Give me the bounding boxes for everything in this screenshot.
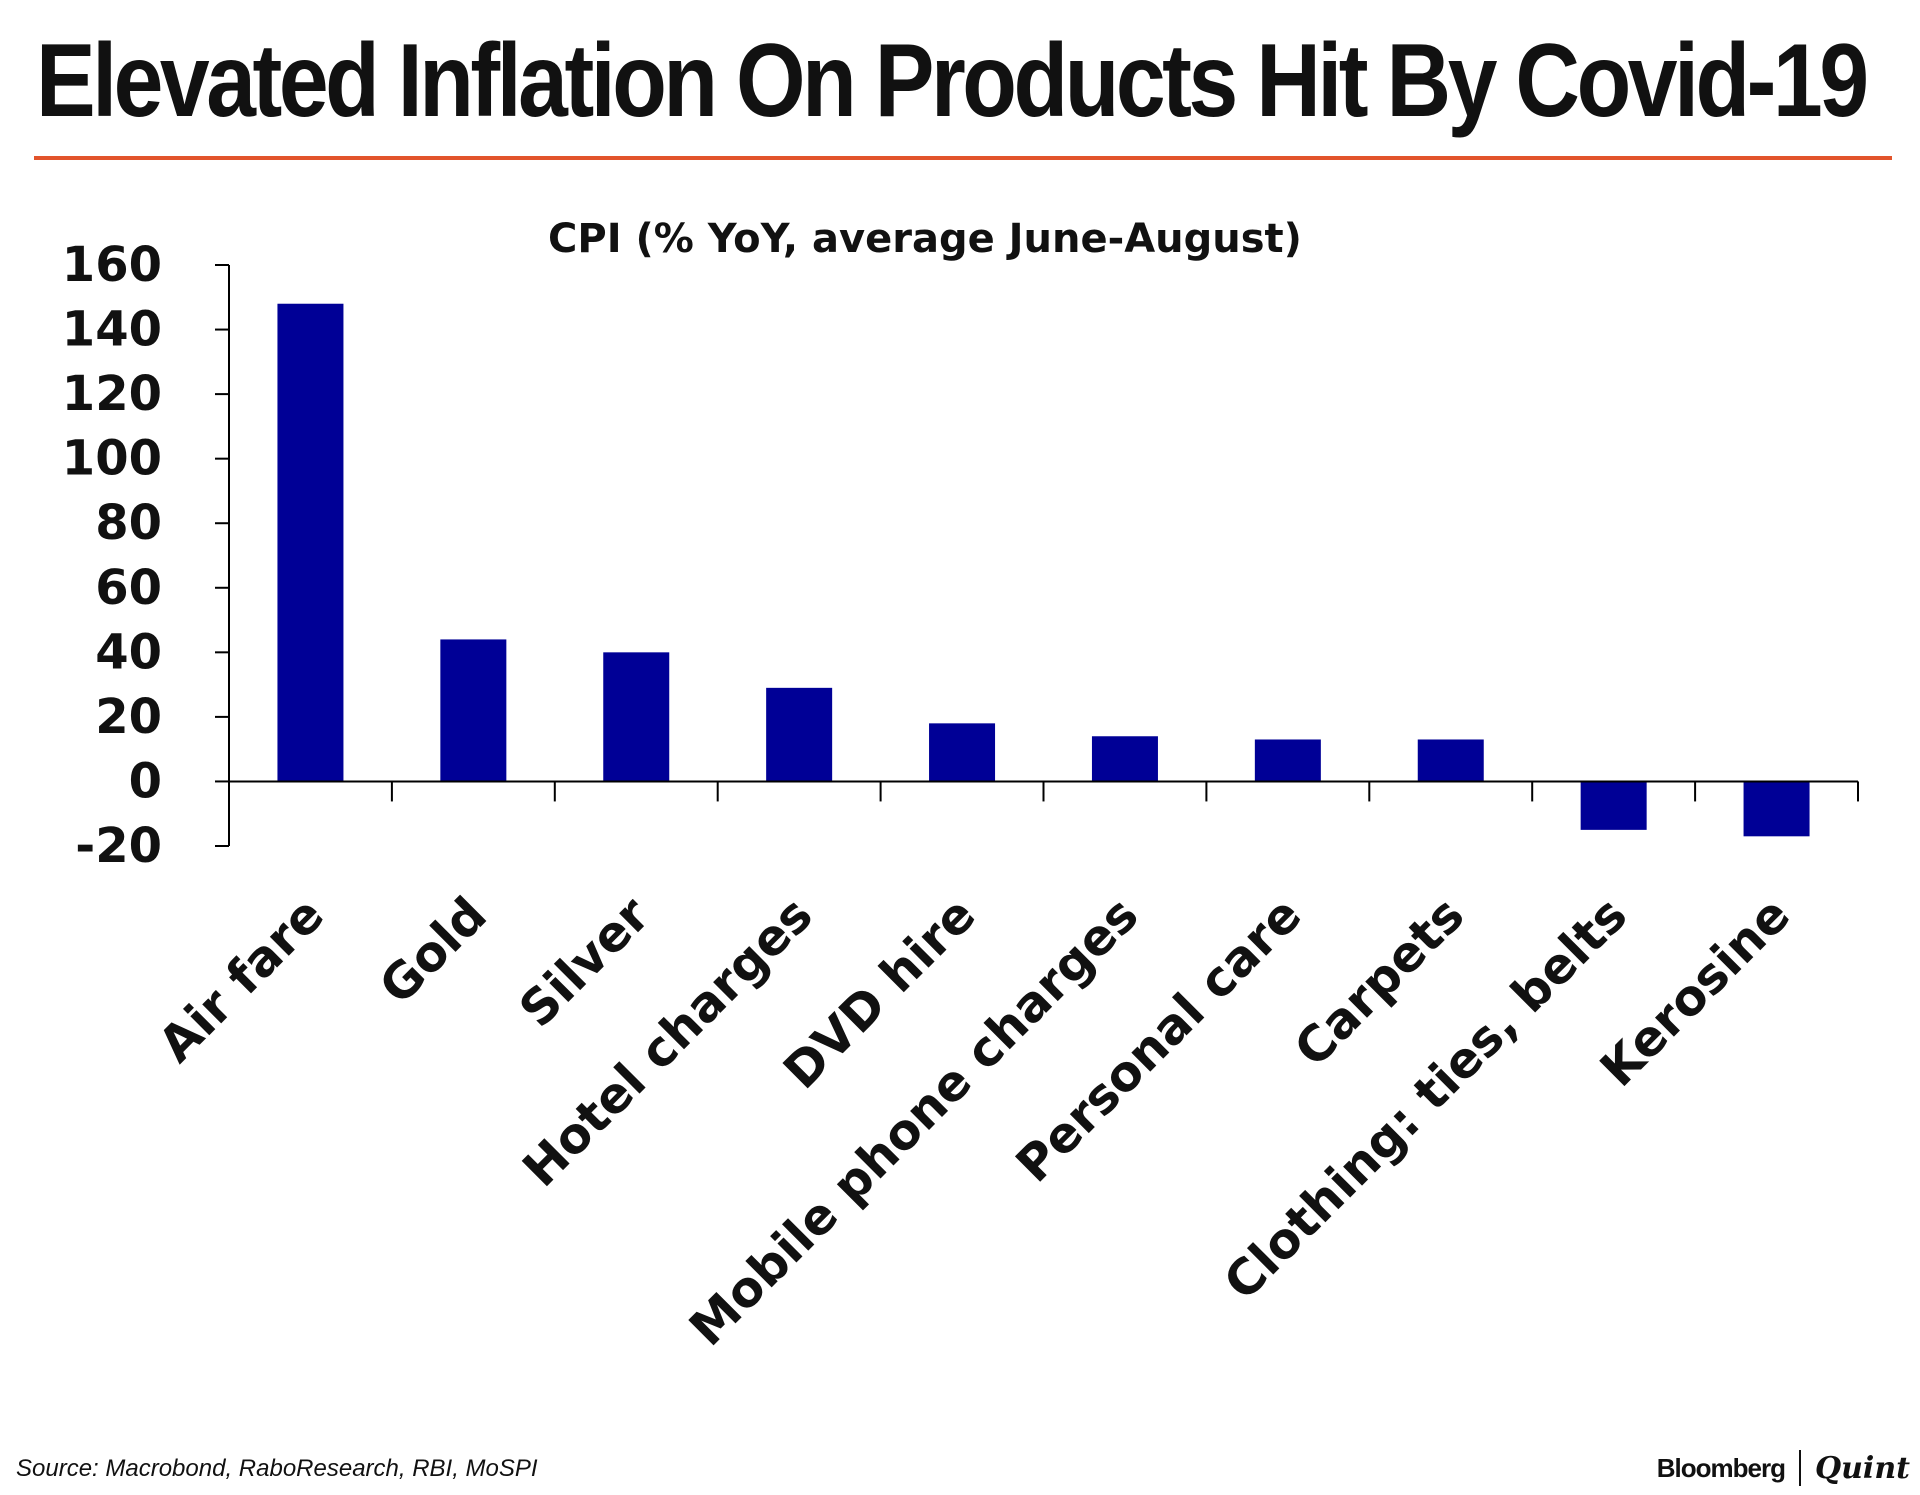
y-tick-label-9: -20 [75,818,162,874]
source-note: Source: Macrobond, RaboResearch, RBI, Mo… [16,1455,538,1482]
brand-quint: Quint [1814,1450,1910,1486]
bar-7 [1417,739,1484,782]
y-tick-label-1: 140 [62,302,162,358]
chart-title: CPI (% YoY, average June-August) [548,216,1302,262]
bar-9 [1743,781,1810,837]
brand-bloomberg: Bloomberg [1656,1452,1786,1483]
bar-0 [277,303,344,782]
x-category-label-1: Gold [369,886,498,1015]
y-tick-label-4: 80 [95,495,162,551]
brand-logo: Bloomberg Quint [1657,1450,1910,1486]
y-tick-label-0: 160 [62,237,162,293]
bar-chart: CPI (% YoY, average June-August) 160 140 1… [62,216,1859,1357]
headline: Elevated Inflation On Products Hit By Co… [36,23,1869,139]
y-tick-label-6: 40 [95,624,162,680]
x-category-label-3: Hotel charges [512,886,824,1198]
bar-1 [440,639,507,782]
bar-4 [929,723,996,782]
bar-2 [603,652,670,782]
bar-6 [1254,739,1321,782]
x-category-label-0: Air fare [148,886,335,1073]
y-tick-label-8: 0 [129,753,162,809]
x-category-label-2: Silver [509,886,662,1039]
y-tick-label-2: 120 [62,366,162,422]
headline-rule [34,156,1892,160]
x-category-label-6: Personal care [1005,886,1312,1193]
y-tick-label-5: 60 [95,560,162,616]
bar-5 [1091,736,1158,782]
brand-divider [1798,1450,1801,1486]
y-tick-label-3: 100 [62,431,162,487]
y-tick-label-7: 20 [95,689,162,745]
bar-8 [1580,781,1647,830]
bar-3 [766,687,833,782]
